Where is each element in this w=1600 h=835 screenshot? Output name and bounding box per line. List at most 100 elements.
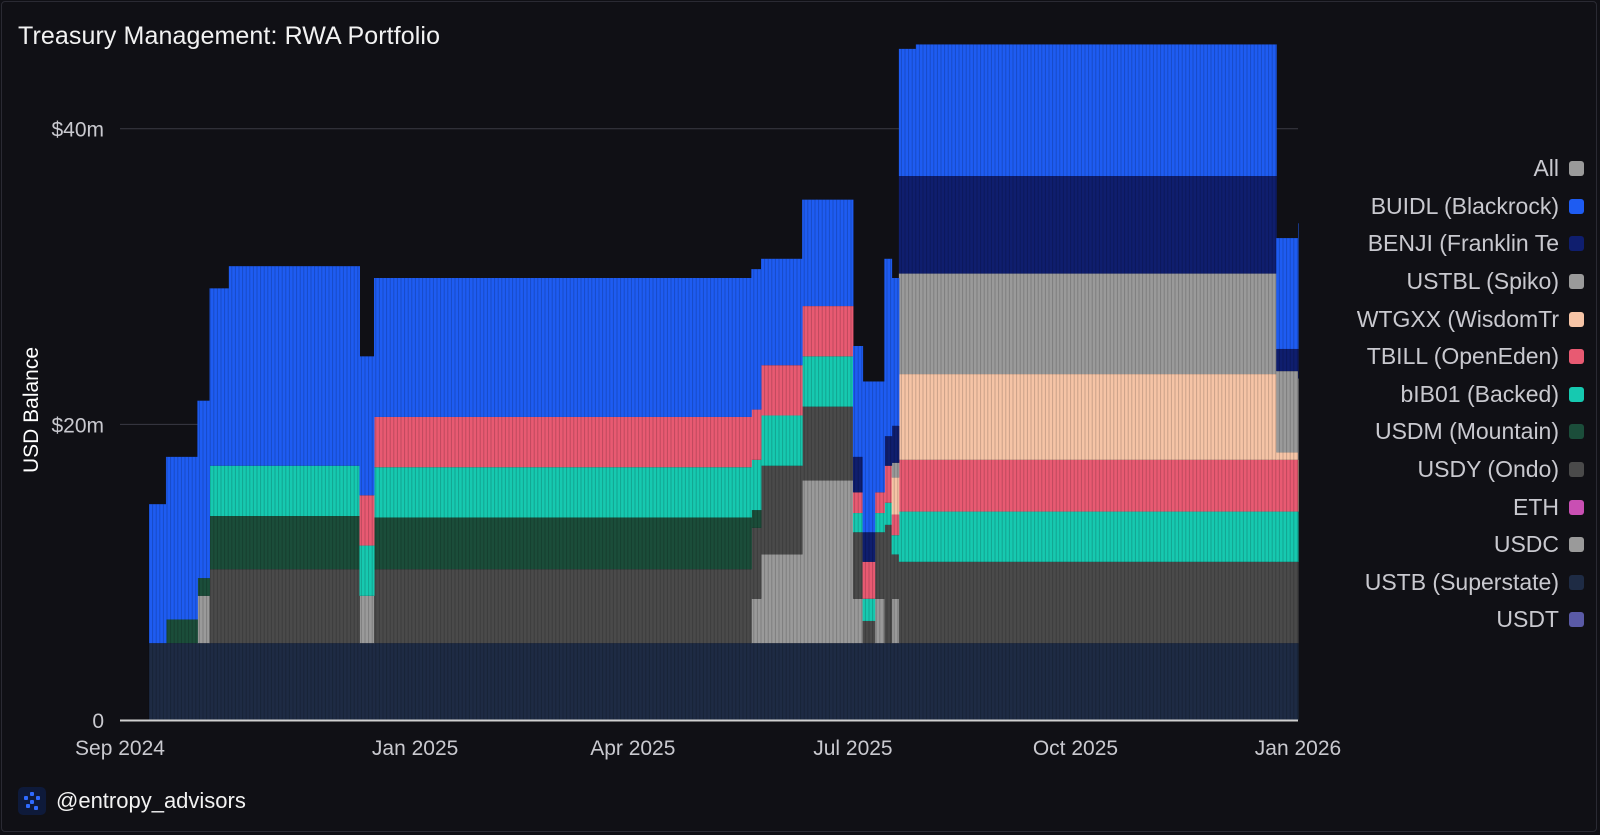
legend-item[interactable]: USTBL (Spiko) bbox=[1324, 263, 1584, 301]
legend-swatch-ustb bbox=[1569, 574, 1584, 590]
area-segment-usdy-ondo- bbox=[915, 561, 1270, 644]
legend-label: All bbox=[1533, 155, 1559, 182]
area-segment-usdy-ondo- bbox=[448, 569, 752, 644]
x-tick-label: Jan 2026 bbox=[1255, 737, 1341, 760]
legend-item[interactable]: bIB01 (Backed) bbox=[1324, 376, 1584, 414]
area-segment-buidl-blackrock- bbox=[1276, 238, 1299, 349]
area-segment-usdy-ondo- bbox=[802, 406, 818, 481]
area-segment-bib01-backed- bbox=[852, 513, 864, 533]
legend-item[interactable]: All bbox=[1324, 150, 1584, 188]
area-segment-buidl-blackrock- bbox=[165, 456, 198, 620]
area-segment-bib01-backed- bbox=[1276, 511, 1299, 562]
area-segment-bib01-backed- bbox=[209, 465, 230, 516]
area-segment-benji-franklin-templeton- bbox=[862, 532, 876, 562]
legend-item[interactable]: USTB (Superstate) bbox=[1324, 564, 1584, 602]
area-segment-ustbl-spiko- bbox=[816, 480, 854, 644]
legend-label: bIB01 (Backed) bbox=[1400, 380, 1559, 407]
legend-label: USDM (Mountain) bbox=[1374, 418, 1559, 445]
bar-texture-lines bbox=[148, 44, 1298, 720]
area-segment-bib01-backed- bbox=[761, 415, 803, 466]
area-segment-benji-franklin-templeton- bbox=[884, 436, 893, 466]
legend-item[interactable]: USDC bbox=[1324, 526, 1584, 564]
area-segment-bib01-backed- bbox=[816, 356, 854, 407]
area-segment-ustb-superstate- bbox=[165, 643, 198, 720]
area-segment-usdy-ondo- bbox=[874, 532, 885, 599]
area-segment-tbill-openeden- bbox=[373, 416, 450, 468]
area-segment-buidl-blackrock- bbox=[1268, 44, 1277, 176]
area-segment-usdy-ondo- bbox=[852, 532, 864, 599]
area-segment-bib01-backed- bbox=[898, 511, 917, 562]
area-segment-usdy-ondo- bbox=[1276, 561, 1299, 644]
legend-item[interactable]: TBILL (OpenEden) bbox=[1324, 338, 1584, 376]
area-segment-ustb-superstate- bbox=[898, 643, 917, 720]
brand-handle[interactable]: @entropy_advisors bbox=[56, 788, 246, 813]
axes: 0 $20m $40m Sep 2024 Jan 2025 Apr 2025 Jul 202… bbox=[51, 119, 1341, 760]
legend-swatch-usdy bbox=[1569, 462, 1584, 478]
area-segment-usdy-ondo- bbox=[891, 554, 900, 599]
area-segment-tbill-openeden- bbox=[802, 306, 818, 357]
area-segment-tbill-openeden- bbox=[761, 365, 803, 416]
area-segment-ustbl-spiko- bbox=[751, 598, 762, 644]
area-segment-ustb-superstate- bbox=[802, 643, 818, 720]
legend-label: BENJI (Franklin Te bbox=[1367, 230, 1559, 257]
area-segment-ustb-superstate- bbox=[1268, 643, 1277, 720]
area-segment-bib01-backed- bbox=[313, 465, 360, 516]
legend-item[interactable]: USDM (Mountain) bbox=[1324, 413, 1584, 451]
area-segment-ustbl-spiko- bbox=[852, 598, 864, 644]
area-segment-bib01-backed- bbox=[373, 467, 450, 518]
area-segment-wtgxx-wisdomtree- bbox=[1268, 374, 1277, 460]
area-segment-ustb-superstate- bbox=[1276, 643, 1299, 720]
legend-item[interactable]: WTGXX (WisdomTr bbox=[1324, 300, 1584, 338]
area-segment-buidl-blackrock- bbox=[898, 48, 917, 176]
area-segment-ustb-superstate- bbox=[228, 643, 315, 720]
area-segment-bib01-backed- bbox=[1268, 511, 1277, 562]
area-segment-ustb-superstate- bbox=[874, 643, 885, 720]
area-segment-benji-franklin-templeton- bbox=[852, 456, 864, 493]
legend-swatch-usdc bbox=[1569, 537, 1584, 553]
area-segment-ustb-superstate- bbox=[149, 643, 167, 720]
area-segment-usdy-ondo- bbox=[313, 569, 360, 644]
area-segment-ustbl-spiko- bbox=[1298, 378, 1299, 460]
area-segment-ustb-superstate- bbox=[816, 643, 854, 720]
area-segment-tbill-openeden- bbox=[1276, 459, 1299, 512]
brand: @entropy_advisors bbox=[18, 787, 246, 815]
area-segment-ustb-superstate- bbox=[751, 643, 762, 720]
area-segment-ustbl-spiko- bbox=[1276, 371, 1299, 453]
legend-item[interactable]: USDT bbox=[1324, 601, 1584, 639]
legend-swatch-eth bbox=[1569, 499, 1584, 515]
area-segment-tbill-openeden- bbox=[448, 416, 752, 468]
area-segment-buidl-blackrock- bbox=[816, 199, 854, 307]
legend-item[interactable]: BENJI (Franklin Te bbox=[1324, 225, 1584, 263]
area-segment-wtgxx-wisdomtree- bbox=[898, 374, 917, 460]
area-segment-buidl-blackrock- bbox=[373, 278, 450, 417]
area-segment-usdy-ondo- bbox=[1268, 561, 1277, 644]
x-tick-label: Jan 2025 bbox=[372, 737, 458, 760]
area-segment-buidl-blackrock- bbox=[874, 381, 885, 493]
legend-label: BUIDL (Blackrock) bbox=[1370, 192, 1559, 219]
area-segment-bib01-backed- bbox=[228, 465, 315, 516]
area-segment-buidl-blackrock- bbox=[852, 346, 864, 457]
legend-item[interactable]: USDY (Ondo) bbox=[1324, 451, 1584, 489]
legend-item[interactable]: BUIDL (Blackrock) bbox=[1324, 188, 1584, 226]
legend-label: TBILL (OpenEden) bbox=[1366, 343, 1559, 370]
legend-swatch-bib01 bbox=[1569, 386, 1584, 402]
area-segment-buidl-blackrock- bbox=[209, 288, 230, 466]
legend-label: ETH bbox=[1513, 493, 1559, 520]
area-segment-ustb-superstate- bbox=[313, 643, 360, 720]
legend-label: WTGXX (WisdomTr bbox=[1356, 305, 1559, 332]
area-segment-usdm-mountain- bbox=[228, 516, 315, 570]
legend-swatch-wtgxx bbox=[1569, 311, 1584, 327]
legend-item[interactable]: ETH bbox=[1324, 488, 1584, 526]
legend-label: USDY (Ondo) bbox=[1417, 456, 1559, 483]
legend-swatch-all bbox=[1569, 161, 1584, 177]
area-segment-usdm-mountain- bbox=[448, 517, 752, 570]
legend-swatch-tbill bbox=[1569, 349, 1584, 365]
area-segment-usdc bbox=[197, 595, 210, 644]
area-segment-usdm-mountain- bbox=[209, 516, 230, 570]
legend-swatch-usdt bbox=[1569, 612, 1584, 628]
area-segment-ustbl-spiko- bbox=[891, 598, 900, 644]
legend: All BUIDL (Blackrock) BENJI (Franklin Te US… bbox=[1324, 150, 1584, 639]
area-segment-wtgxx-wisdomtree- bbox=[915, 374, 1270, 460]
area-segment-buidl-blackrock- bbox=[313, 266, 360, 466]
